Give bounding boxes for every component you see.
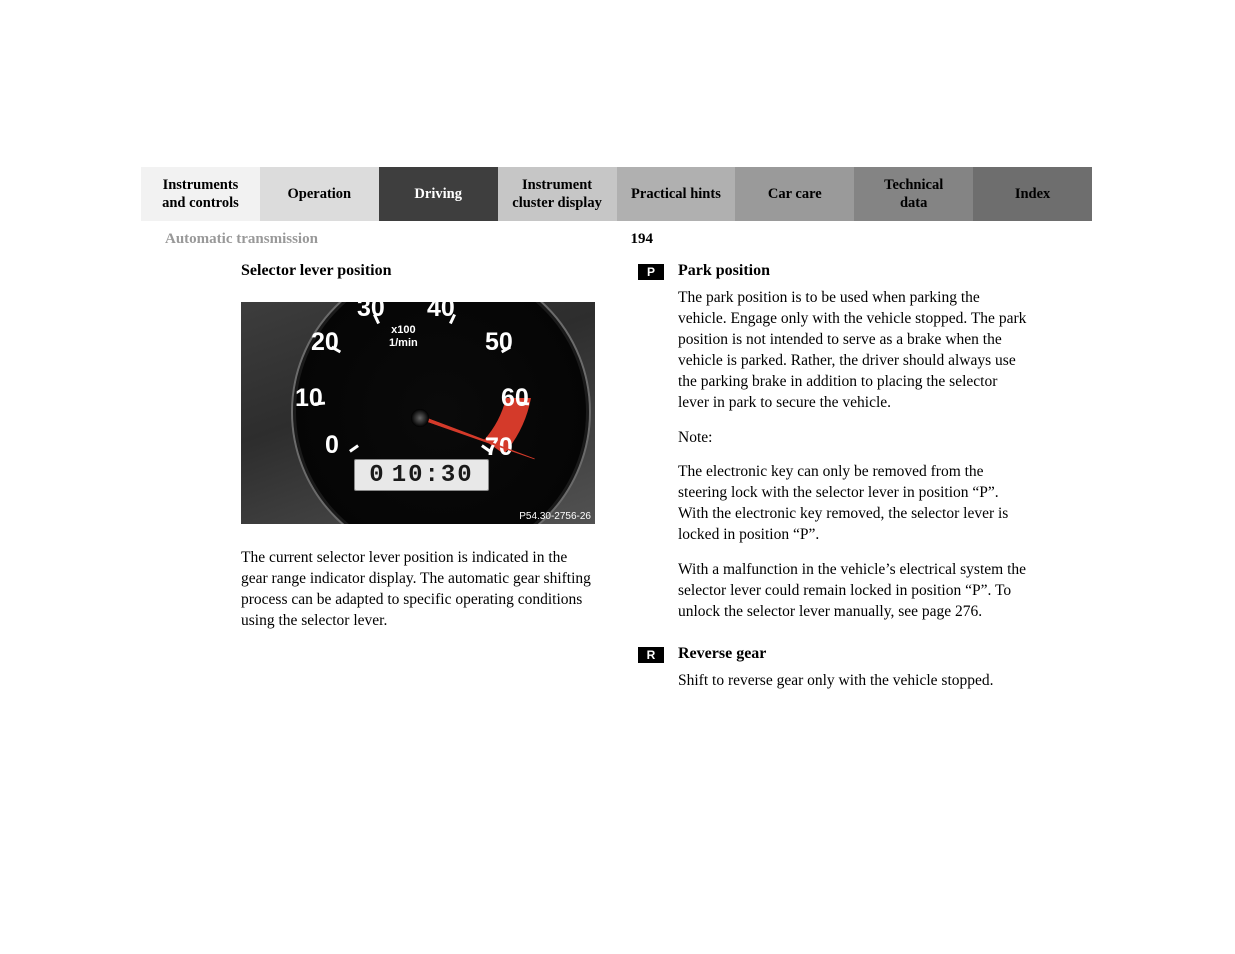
gear-paragraph: Note: xyxy=(678,428,1030,449)
gauge-lcd: 0 10:30 xyxy=(354,459,489,491)
tab-driving[interactable]: Driving xyxy=(379,167,498,221)
gauge-tick-10: 10 xyxy=(295,384,323,413)
gear-paragraph: The electronic key can only be removed f… xyxy=(678,462,1030,546)
gauge-tick-50: 50 xyxy=(485,328,513,357)
manual-page: Instrumentsand controlsOperationDrivingI… xyxy=(0,0,1235,714)
gauge-unit: x100 1/min xyxy=(389,324,418,350)
content-columns: Selector lever position 010203040506070 … xyxy=(141,262,1094,714)
gear-section-p: P Park position The park position is to be… xyxy=(638,262,1030,637)
gauge-tick-70: 70 xyxy=(485,433,513,462)
gear-paragraph: With a malfunction in the vehicle’s elec… xyxy=(678,560,1030,623)
right-column: P Park position The park position is to be… xyxy=(638,262,1030,714)
gauge-tick-30: 30 xyxy=(357,302,385,323)
page-number: 194 xyxy=(631,231,654,248)
gear-section-r: R Reverse gear Shift to reverse gear only … xyxy=(638,645,1030,706)
section-header: Automatic transmission 194 xyxy=(165,231,653,248)
lcd-gear: 0 xyxy=(369,462,385,489)
tab-instruments-and-controls[interactable]: Instrumentsand controls xyxy=(141,167,260,221)
gauge-tick-0: 0 xyxy=(325,431,339,460)
figure-ref: P54.30-2756-26 xyxy=(519,511,591,522)
gauge-unit-2: 1/min xyxy=(389,337,418,350)
tab-operation[interactable]: Operation xyxy=(260,167,379,221)
tab-practical-hints[interactable]: Practical hints xyxy=(617,167,736,221)
gear-title: Reverse gear xyxy=(678,645,1030,663)
left-column: Selector lever position 010203040506070 … xyxy=(241,262,596,714)
gauge-unit-1: x100 xyxy=(389,324,418,337)
gear-paragraph: Shift to reverse gear only with the vehi… xyxy=(678,671,1030,692)
gear-paragraph: The park position is to be used when par… xyxy=(678,288,1030,414)
gear-badge-r: R xyxy=(638,647,664,663)
left-heading: Selector lever position xyxy=(241,262,596,280)
lcd-time: 10:30 xyxy=(392,462,474,489)
gauge-tick-20: 20 xyxy=(311,328,339,357)
gear-title: Park position xyxy=(678,262,1030,280)
tab-car-care[interactable]: Car care xyxy=(735,167,854,221)
tab-technical-data[interactable]: Technicaldata xyxy=(854,167,973,221)
nav-tabs: Instrumentsand controlsOperationDrivingI… xyxy=(141,167,1092,221)
tachometer-figure: 010203040506070 x100 1/min 0 10:30 P54.3… xyxy=(241,302,595,524)
tab-instrument-cluster-display[interactable]: Instrumentcluster display xyxy=(498,167,617,221)
section-name: Automatic transmission xyxy=(165,231,318,248)
tab-index[interactable]: Index xyxy=(973,167,1092,221)
gauge-tick-60: 60 xyxy=(501,384,529,413)
gear-badge-p: P xyxy=(638,264,664,280)
gauge-hub-icon xyxy=(411,409,429,427)
left-caption: The current selector lever position is i… xyxy=(241,548,596,632)
